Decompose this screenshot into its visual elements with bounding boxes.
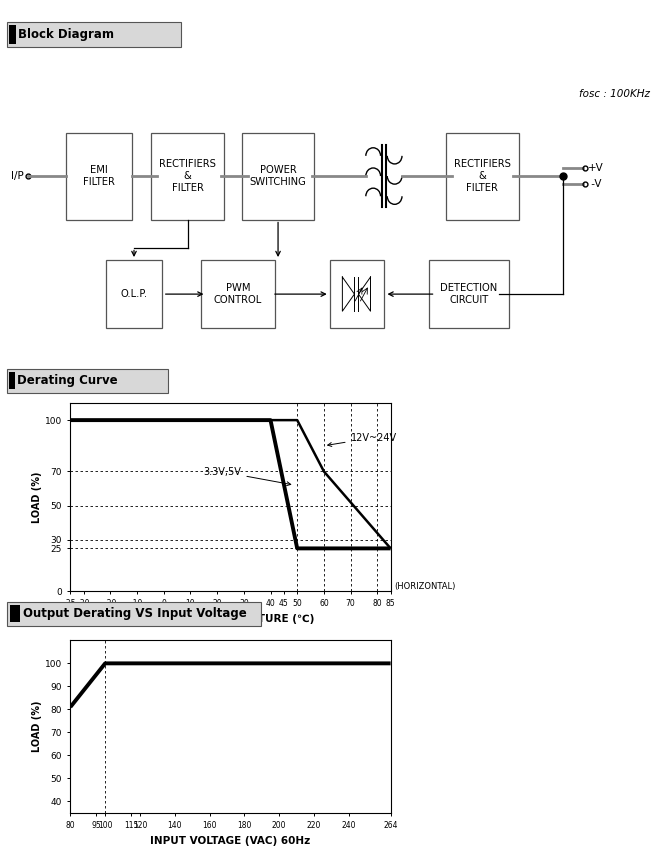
Y-axis label: LOAD (%): LOAD (%): [32, 471, 42, 523]
Bar: [446, 133, 519, 219]
Bar: [66, 133, 132, 219]
Bar: [151, 133, 224, 219]
Text: PWM
CONTROL: PWM CONTROL: [214, 283, 262, 305]
Bar: [106, 260, 162, 328]
Bar: [201, 260, 275, 328]
Bar: [330, 260, 384, 328]
Text: DETECTION
CIRCUIT: DETECTION CIRCUIT: [440, 283, 498, 305]
Text: O.L.P.: O.L.P.: [121, 289, 147, 299]
Bar: [9, 372, 15, 389]
Text: RECTIFIERS
&
FILTER: RECTIFIERS & FILTER: [159, 160, 216, 192]
Text: RECTIFIERS
&
FILTER: RECTIFIERS & FILTER: [454, 160, 511, 192]
Text: fosc : 100KHz: fosc : 100KHz: [579, 89, 650, 99]
Text: Derating Curve: Derating Curve: [17, 374, 118, 387]
Text: (HORIZONTAL): (HORIZONTAL): [394, 583, 455, 591]
Bar: [242, 133, 314, 219]
Text: I/P: I/P: [11, 171, 24, 181]
Text: +V: +V: [588, 163, 604, 173]
Text: EMI
FILTER: EMI FILTER: [83, 165, 115, 187]
X-axis label: INPUT VOLTAGE (VAC) 60Hz: INPUT VOLTAGE (VAC) 60Hz: [150, 836, 311, 846]
Text: POWER
SWITCHING: POWER SWITCHING: [250, 165, 306, 187]
Y-axis label: LOAD (%): LOAD (%): [32, 701, 42, 753]
Text: 3.3V,5V: 3.3V,5V: [204, 467, 291, 486]
Bar: [10, 605, 21, 622]
Text: Block Diagram: Block Diagram: [18, 28, 114, 41]
Bar: [429, 260, 509, 328]
Text: Output Derating VS Input Voltage: Output Derating VS Input Voltage: [23, 607, 247, 620]
X-axis label: AMBIENT TEMPERATURE (℃): AMBIENT TEMPERATURE (℃): [146, 614, 315, 624]
Text: 12V~24V: 12V~24V: [328, 432, 397, 446]
Text: -V: -V: [588, 179, 601, 189]
Bar: [9, 26, 16, 44]
